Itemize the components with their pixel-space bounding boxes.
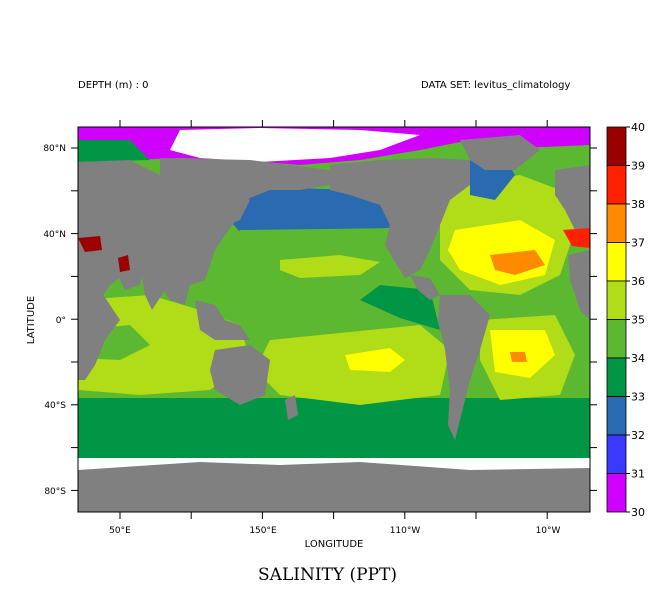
greenland [460,135,540,170]
colorbar-swatch [606,434,627,474]
africa [78,285,120,380]
south-pacific-max [345,348,405,372]
chart-title: SALINITY (PPT) [258,565,397,585]
x-tick-label: 10°W [536,526,561,536]
x-tick-label: 50°E [109,526,131,536]
y-tick-label: 0° [56,316,66,326]
southern-ocean-band [78,398,590,458]
colorbar-label: 40 [631,121,645,134]
asia [140,158,330,305]
colorbar-swatch [606,203,627,243]
antarctica [78,462,590,512]
north-pacific-gyre [280,255,380,278]
y-tick-label: 80°S [44,487,66,497]
colorbar: 40 39 38 37 36 35 34 33 32 31 30 [606,121,645,519]
new-zealand [285,395,298,420]
map-field [78,127,590,512]
colorbar-label: 35 [631,314,645,327]
south-america [438,295,490,440]
central-america [410,275,440,300]
y-axis: 80°N 40°N 0° 40°S 80°S [43,144,597,497]
y-tick-label: 80°N [43,144,66,154]
colorbar-swatch [606,126,627,166]
mediterranean-east [78,236,102,252]
colorbar-swatch [606,319,627,359]
mediterranean-west [563,228,590,248]
x-axis-label: LONGITUDE [305,539,364,550]
dataset-label: DATA SET: levitus_climatology [421,80,571,91]
x-axis: 50°E 150°E 110°W 10°W [109,120,561,536]
maritime-asia [195,300,250,340]
colorbar-label: 31 [631,468,645,481]
colorbar-label: 39 [631,160,645,173]
y-tick-label: 40°S [44,401,66,411]
red-sea [118,255,130,272]
colorbar-swatch [606,357,627,397]
x-tick-label: 110°W [390,526,421,536]
depth-label: DEPTH (m) : 0 [78,80,149,91]
colorbar-label: 38 [631,198,645,211]
africa-east [568,250,590,320]
barents-sea [78,140,150,162]
colorbar-label: 30 [631,506,645,519]
colorbar-swatch [606,396,627,436]
y-axis-label: LATITUDE [26,296,37,344]
x-tick-label: 150°E [249,526,277,536]
colorbar-label: 37 [631,237,645,250]
colorbar-label: 33 [631,391,645,404]
north-america [330,158,470,278]
europe [555,165,590,230]
colorbar-label: 36 [631,275,645,288]
colorbar-label: 32 [631,429,645,442]
south-atlantic-peak [510,352,527,362]
colorbar-swatch [606,473,627,513]
y-tick-label: 40°N [43,230,66,240]
australia [210,345,270,405]
colorbar-swatch [606,280,627,320]
arctic-ice [170,128,420,162]
colorbar-swatch [606,242,627,282]
north-atlantic-peak [490,250,545,275]
colorbar-swatch [606,165,627,205]
east-pacific-low [360,285,440,330]
land [78,135,590,512]
india [140,265,165,310]
colorbar-label: 34 [631,352,645,365]
